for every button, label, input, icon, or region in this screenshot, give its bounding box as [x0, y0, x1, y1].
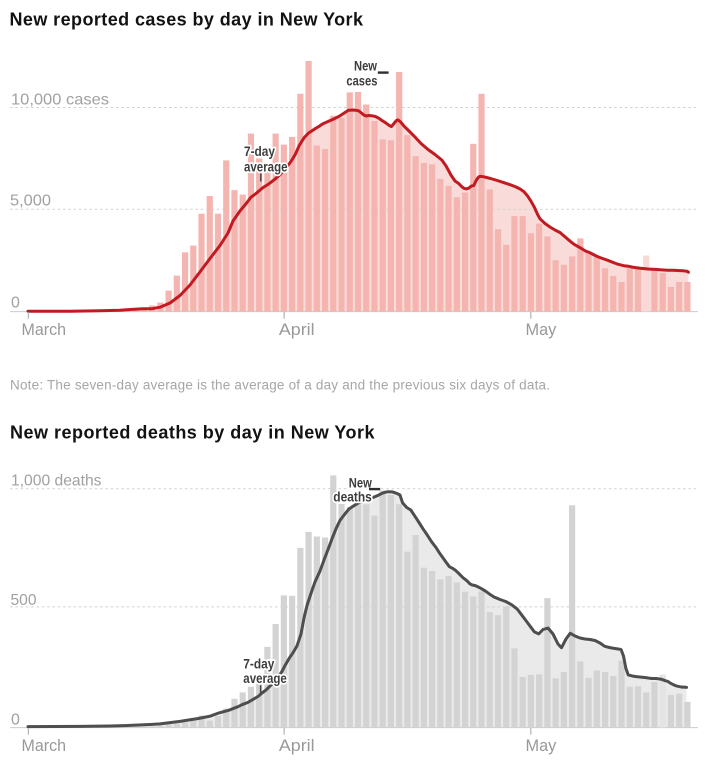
svg-text:500: 500 — [11, 592, 37, 609]
svg-text:5,000: 5,000 — [10, 192, 51, 209]
svg-text:0: 0 — [11, 712, 20, 729]
svg-text:Note: The seven-day average is: Note: The seven-day average is the avera… — [10, 378, 550, 393]
svg-text:average: average — [244, 158, 288, 174]
svg-text:cases: cases — [346, 73, 377, 89]
svg-text:New reported cases by day in N: New reported cases by day in New York — [10, 10, 364, 30]
svg-text:April: April — [279, 736, 315, 755]
svg-text:average: average — [243, 670, 287, 686]
svg-text:New reported deaths by day in: New reported deaths by day in New York — [10, 423, 375, 443]
svg-text:10,000 cases: 10,000 cases — [11, 92, 109, 109]
svg-text:0: 0 — [11, 295, 20, 312]
svg-text:1,000 deaths: 1,000 deaths — [11, 473, 102, 490]
svg-text:April: April — [279, 320, 315, 339]
svg-text:May: May — [526, 736, 557, 755]
svg-text:March: March — [22, 320, 67, 339]
svg-text:deaths: deaths — [333, 489, 372, 505]
svg-text:May: May — [526, 320, 557, 339]
svg-text:New: New — [354, 57, 377, 73]
svg-text:7-day: 7-day — [244, 143, 275, 159]
svg-text:7-day: 7-day — [243, 655, 274, 671]
svg-text:March: March — [22, 736, 67, 755]
